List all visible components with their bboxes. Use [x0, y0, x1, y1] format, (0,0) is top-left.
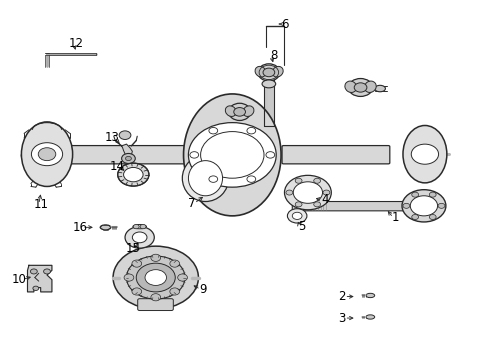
Circle shape: [31, 143, 62, 166]
Circle shape: [188, 123, 276, 187]
Text: 10: 10: [12, 273, 27, 286]
Circle shape: [428, 192, 435, 197]
Text: 9: 9: [199, 283, 206, 296]
Ellipse shape: [188, 161, 222, 196]
Circle shape: [428, 215, 435, 220]
Text: 1: 1: [391, 211, 399, 224]
Circle shape: [43, 269, 50, 274]
Circle shape: [140, 225, 146, 229]
Circle shape: [132, 260, 142, 267]
Circle shape: [295, 202, 302, 207]
Circle shape: [246, 176, 255, 183]
Circle shape: [295, 178, 302, 183]
Circle shape: [151, 294, 160, 301]
Text: 11: 11: [34, 198, 49, 211]
Circle shape: [122, 153, 135, 163]
Ellipse shape: [126, 256, 184, 299]
Text: 15: 15: [125, 242, 141, 255]
Circle shape: [123, 167, 143, 182]
Circle shape: [323, 190, 329, 195]
Circle shape: [263, 68, 274, 77]
Circle shape: [125, 226, 154, 248]
Circle shape: [437, 203, 444, 208]
Circle shape: [411, 215, 418, 220]
Ellipse shape: [365, 315, 374, 319]
Text: 13: 13: [104, 131, 119, 144]
Circle shape: [265, 152, 274, 158]
Circle shape: [118, 163, 149, 186]
Text: 7: 7: [188, 197, 195, 210]
Circle shape: [284, 175, 330, 210]
Ellipse shape: [365, 293, 374, 298]
Ellipse shape: [272, 66, 283, 77]
Text: 4: 4: [321, 193, 328, 206]
FancyBboxPatch shape: [138, 299, 173, 311]
Polygon shape: [122, 144, 132, 158]
Circle shape: [189, 152, 198, 158]
Ellipse shape: [402, 126, 446, 183]
Circle shape: [246, 127, 255, 134]
Circle shape: [287, 209, 306, 223]
Ellipse shape: [257, 64, 279, 81]
Circle shape: [169, 260, 179, 267]
Ellipse shape: [364, 81, 375, 93]
Ellipse shape: [21, 122, 73, 186]
Circle shape: [285, 190, 292, 195]
Ellipse shape: [374, 85, 385, 92]
Circle shape: [177, 274, 187, 281]
Circle shape: [353, 83, 366, 92]
FancyBboxPatch shape: [292, 202, 413, 211]
Circle shape: [402, 203, 409, 208]
Circle shape: [38, 148, 56, 161]
Ellipse shape: [262, 80, 275, 88]
Ellipse shape: [243, 106, 253, 116]
Circle shape: [124, 274, 134, 281]
Circle shape: [233, 108, 245, 116]
Circle shape: [208, 176, 217, 183]
Circle shape: [119, 131, 131, 139]
Circle shape: [169, 288, 179, 295]
Text: 3: 3: [338, 311, 345, 325]
Ellipse shape: [133, 225, 146, 229]
Polygon shape: [27, 265, 52, 292]
Text: 16: 16: [72, 221, 87, 234]
Circle shape: [292, 212, 302, 220]
Text: 5: 5: [298, 220, 305, 233]
Circle shape: [208, 127, 217, 134]
Circle shape: [293, 182, 322, 203]
Ellipse shape: [183, 94, 281, 216]
Text: 2: 2: [338, 290, 345, 303]
Circle shape: [132, 288, 142, 295]
Ellipse shape: [100, 225, 111, 230]
Text: 8: 8: [269, 49, 277, 62]
Circle shape: [33, 286, 39, 291]
Text: 6: 6: [280, 18, 287, 31]
Circle shape: [151, 254, 160, 261]
Circle shape: [125, 156, 131, 161]
Ellipse shape: [182, 155, 228, 202]
FancyBboxPatch shape: [282, 145, 389, 164]
Ellipse shape: [347, 78, 372, 96]
Ellipse shape: [228, 103, 250, 121]
Text: 12: 12: [69, 37, 83, 50]
Circle shape: [313, 202, 320, 207]
Circle shape: [30, 269, 37, 274]
Ellipse shape: [255, 66, 265, 77]
Circle shape: [200, 132, 264, 178]
Circle shape: [411, 192, 418, 197]
Ellipse shape: [113, 246, 198, 309]
Circle shape: [133, 225, 139, 229]
Circle shape: [145, 270, 166, 285]
Circle shape: [409, 196, 437, 216]
Circle shape: [313, 178, 320, 183]
Text: 14: 14: [109, 160, 124, 173]
Circle shape: [401, 190, 445, 222]
Circle shape: [136, 263, 175, 292]
Ellipse shape: [344, 81, 356, 93]
FancyBboxPatch shape: [43, 145, 184, 164]
Ellipse shape: [225, 106, 236, 116]
Circle shape: [410, 144, 438, 164]
Circle shape: [132, 232, 147, 243]
